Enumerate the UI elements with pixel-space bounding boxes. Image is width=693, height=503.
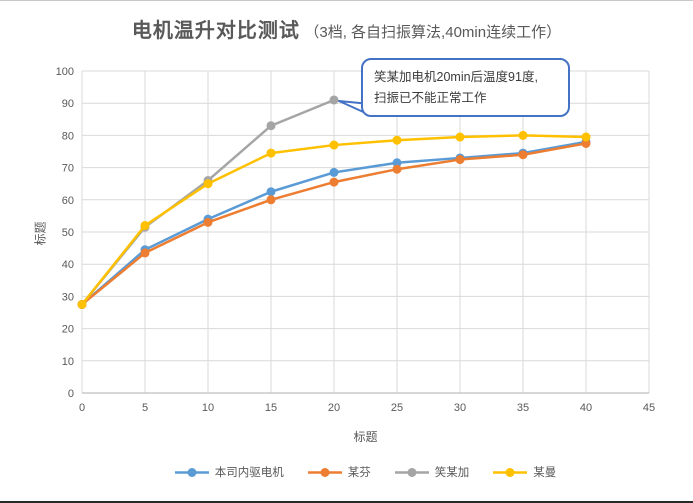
y-tick-label: 40 bbox=[62, 259, 74, 271]
legend-item-本司内驱电机: 本司内驱电机 bbox=[174, 464, 284, 480]
callout-text-line1: 笑某加电机20min后温度91度, bbox=[374, 70, 538, 84]
legend-item-笑某加: 笑某加 bbox=[394, 464, 470, 480]
y-axis-title: 标题 bbox=[33, 221, 48, 246]
x-tick-label: 10 bbox=[202, 402, 214, 414]
chart-title: 电机温升对比测试 （3档, 各自扫振算法,40min连续工作） bbox=[0, 14, 693, 43]
x-tick-label: 35 bbox=[517, 402, 529, 414]
legend-label: 某芬 bbox=[347, 467, 371, 479]
series-point-本司内驱电机 bbox=[392, 158, 402, 168]
series-point-笑某加 bbox=[266, 121, 276, 131]
x-tick-label: 0 bbox=[79, 402, 85, 414]
legend: 本司内驱电机 某芬 笑某加 某曼 bbox=[82, 460, 649, 484]
chart-title-sub: （3档, 各自扫振算法,40min连续工作） bbox=[304, 24, 562, 41]
series-point-某芬 bbox=[455, 155, 465, 165]
series-point-某曼 bbox=[329, 140, 339, 150]
x-tick-label: 25 bbox=[391, 402, 403, 414]
x-tick-label: 45 bbox=[643, 402, 655, 414]
legend-label: 某曼 bbox=[533, 467, 557, 479]
legend-item-某曼: 某曼 bbox=[493, 464, 556, 480]
series-point-本司内驱电机 bbox=[329, 167, 339, 177]
y-tick-label: 50 bbox=[62, 227, 74, 239]
y-tick-label: 10 bbox=[62, 356, 74, 368]
series-point-某曼 bbox=[77, 299, 87, 309]
legend-marker-icon bbox=[394, 467, 429, 477]
legend-marker-icon bbox=[174, 467, 209, 477]
series-point-某曼 bbox=[392, 135, 402, 145]
series-point-某芬 bbox=[140, 248, 150, 258]
series-point-某芬 bbox=[518, 150, 528, 160]
legend-marker-icon bbox=[307, 467, 342, 477]
legend-label: 本司内驱电机 bbox=[214, 467, 284, 479]
legend-label: 笑某加 bbox=[434, 467, 470, 479]
series-point-某芬 bbox=[581, 138, 591, 148]
x-tick-label: 5 bbox=[142, 402, 148, 414]
series-point-本司内驱电机 bbox=[266, 187, 276, 197]
y-tick-label: 100 bbox=[56, 66, 74, 78]
y-tick-label: 70 bbox=[62, 163, 74, 175]
legend-marker-icon bbox=[493, 467, 528, 477]
x-tick-label: 40 bbox=[580, 402, 592, 414]
callout-text-line2: 扫振已不能正常工作 bbox=[374, 90, 487, 105]
series-point-某芬 bbox=[266, 195, 276, 205]
chart-title-main: 电机温升对比测试 bbox=[131, 20, 300, 42]
callout-bubble: 笑某加电机20min后温度91度, 扫振已不能正常工作 bbox=[361, 58, 570, 117]
x-axis-title: 标题 bbox=[353, 430, 378, 444]
x-tick-label: 30 bbox=[454, 402, 466, 414]
y-tick-label: 60 bbox=[62, 195, 74, 207]
series-point-某芬 bbox=[203, 217, 213, 227]
legend-item-某芬: 某芬 bbox=[307, 464, 371, 480]
series-point-某芬 bbox=[392, 164, 402, 174]
series-point-笑某加 bbox=[329, 95, 339, 105]
x-tick-label: 20 bbox=[328, 402, 340, 414]
series-point-某芬 bbox=[329, 177, 339, 187]
series-point-某曼 bbox=[203, 179, 213, 189]
y-tick-label: 90 bbox=[62, 98, 74, 110]
y-tick-label: 80 bbox=[62, 130, 74, 142]
y-tick-label: 0 bbox=[68, 388, 74, 400]
series-point-某曼 bbox=[266, 148, 276, 158]
series-point-某曼 bbox=[455, 132, 465, 142]
x-tick-label: 15 bbox=[265, 402, 277, 414]
series-point-某曼 bbox=[140, 221, 150, 231]
series-point-某曼 bbox=[518, 130, 528, 140]
y-tick-label: 30 bbox=[62, 291, 74, 303]
y-tick-label: 20 bbox=[62, 324, 74, 336]
series-point-某曼 bbox=[581, 132, 591, 142]
